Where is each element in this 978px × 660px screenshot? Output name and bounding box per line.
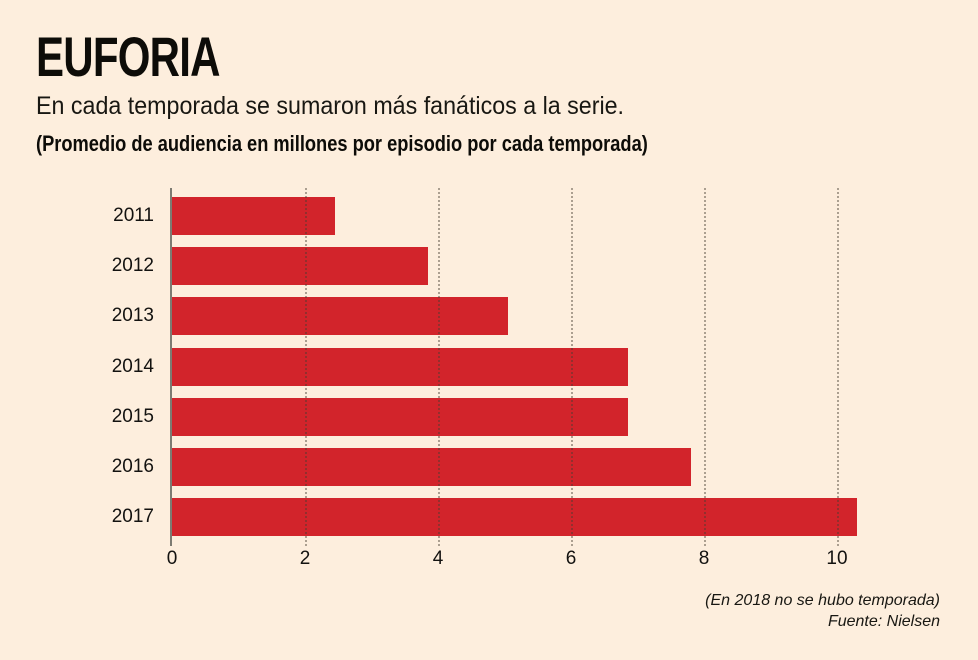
bar-2016 [172,448,691,486]
gridline-8 [704,188,706,546]
page-title: EUFORIA [36,25,221,88]
x-tick-label-6: 6 [565,548,577,569]
x-tick-label-2: 2 [299,548,311,569]
chart-footer: (En 2018 no se hubo temporada) Fuente: N… [705,590,940,632]
y-label-2014: 2014 [111,355,154,377]
gridline-10 [837,188,839,546]
y-axis-line [170,188,172,546]
bar-2017 [172,498,857,537]
y-label-2017: 2017 [111,506,154,528]
bar-2014 [172,347,628,386]
source-credit: Fuente: Nielsen [827,613,940,630]
bar-2012 [172,247,429,286]
bar-2011 [172,197,335,235]
bar-2015 [172,397,628,436]
y-label-2013: 2013 [111,305,154,327]
y-label-2011: 2011 [113,205,154,226]
gridline-2 [305,188,307,546]
footnote: (En 2018 no se hubo temporada) [705,592,940,609]
x-tick-label-10: 10 [826,548,848,569]
chart-unit-note: (Promedio de audiencia en millones por e… [36,131,648,156]
x-tick-label-0: 0 [166,548,178,569]
bar-2013 [172,297,508,336]
y-label-2012: 2012 [111,255,154,277]
gridline-4 [438,188,440,546]
x-tick-label-4: 4 [432,548,444,569]
plot-area [172,188,942,546]
chart-subtitle: En cada temporada se sumaron más fanátic… [36,92,625,120]
y-label-2015: 2015 [111,405,154,427]
y-label-2016: 2016 [111,456,154,477]
gridline-6 [571,188,573,546]
x-tick-label-8: 8 [698,548,710,569]
